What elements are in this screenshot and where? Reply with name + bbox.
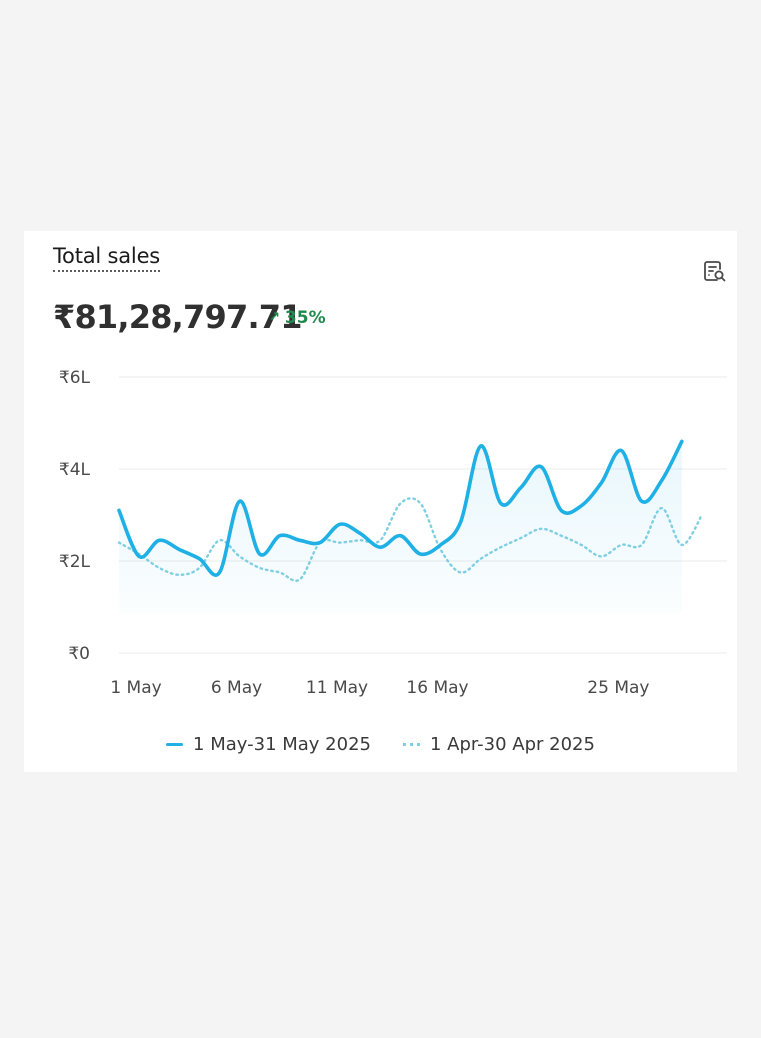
current-series-area	[119, 441, 682, 613]
x-tick-label: 25 May	[587, 678, 649, 698]
total-sales-value: ₹81,28,797.71	[53, 298, 303, 336]
x-tick-label: 11 May	[306, 678, 368, 698]
view-report-button[interactable]	[700, 258, 728, 286]
y-tick-label: ₹6L	[59, 368, 91, 388]
view-report-icon	[704, 261, 726, 282]
y-tick-label: ₹2L	[59, 552, 91, 572]
change-value: 35%	[284, 308, 326, 328]
chart-legend: 1 May-31 May 2025 1 Apr-30 Apr 2025	[24, 734, 737, 755]
dotted-line-swatch	[402, 743, 420, 746]
x-tick-label: 1 May	[110, 678, 161, 698]
legend-label-current: 1 May-31 May 2025	[193, 734, 371, 755]
total-sales-card: Total sales ₹81,28,797.71 ↗ 35% ₹0 ₹2L ₹4L…	[24, 231, 737, 772]
sales-line-chart: ₹0 ₹2L ₹4L ₹6L 1 May 6 May 11 May 16 May 25 May	[59, 368, 727, 698]
solid-line-swatch	[166, 743, 184, 746]
legend-item-current[interactable]: 1 May-31 May 2025	[166, 734, 371, 755]
previous-series-line	[117, 497, 704, 582]
legend-item-previous[interactable]: 1 Apr-30 Apr 2025	[402, 734, 595, 755]
card-title[interactable]: Total sales	[53, 243, 160, 272]
y-tick-label: ₹4L	[59, 460, 91, 480]
x-tick-label: 16 May	[406, 678, 468, 698]
arrow-up-right-icon: ↗	[269, 310, 280, 325]
x-tick-label: 6 May	[211, 678, 262, 698]
y-tick-label: ₹0	[68, 644, 90, 664]
change-badge: ↗ 35%	[269, 308, 326, 328]
current-series-line	[117, 439, 684, 577]
legend-label-previous: 1 Apr-30 Apr 2025	[429, 734, 595, 755]
